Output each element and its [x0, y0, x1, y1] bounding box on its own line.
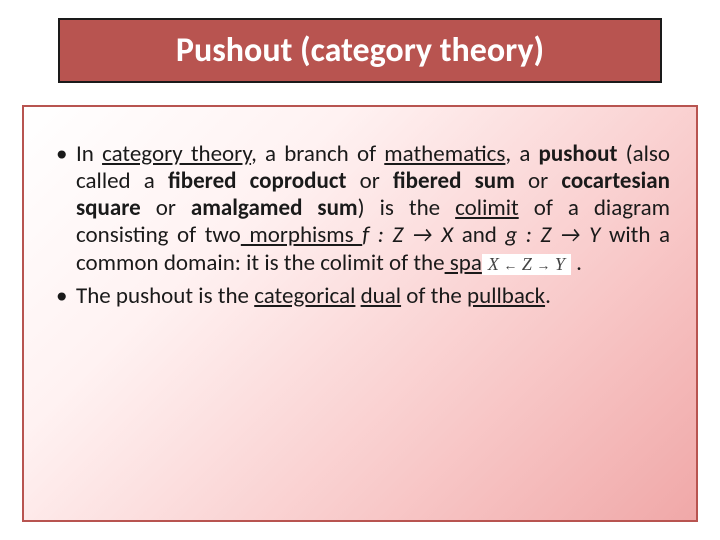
text: and	[462, 221, 506, 249]
math-g-def: g : Z → Y	[505, 221, 609, 249]
slide: Pushout (category theory) In category th…	[0, 0, 720, 540]
text: .	[545, 282, 551, 310]
content-box: In category theory, a branch of mathemat…	[22, 105, 698, 522]
arrow-right-icon: →	[536, 259, 550, 274]
term-fibered-coproduct: fibered coproduct	[168, 167, 346, 195]
math-z: Z	[522, 254, 532, 274]
text: or	[141, 194, 191, 222]
math-span-diagram: X ← Z → Y	[482, 254, 571, 276]
link-mathematics[interactable]: mathematics	[384, 140, 505, 168]
slide-title: Pushout (category theory)	[84, 30, 636, 71]
term-pushout: pushout	[539, 140, 618, 168]
link-dual[interactable]: dual	[361, 282, 401, 310]
text: , a branch of	[251, 140, 384, 168]
link-categorical[interactable]: categorical	[254, 282, 355, 310]
text: The pushout is the	[76, 282, 254, 310]
math-y: Y	[555, 254, 565, 274]
link-colimit[interactable]: colimit	[455, 194, 519, 222]
text: .	[571, 249, 582, 277]
text: In	[76, 140, 102, 168]
bullet-item-2: The pushout is the categorical dual of t…	[50, 283, 670, 310]
text: or	[346, 167, 392, 195]
text: ) is the	[358, 194, 455, 222]
math-f-def: f : Z → X	[362, 221, 461, 249]
text: of the	[401, 282, 467, 310]
title-box: Pushout (category theory)	[58, 18, 662, 83]
text: , a	[505, 140, 538, 168]
math-x: X	[488, 254, 499, 274]
bullet-item-1: In category theory, a branch of mathemat…	[50, 141, 670, 277]
term-fibered-sum: fibered sum	[393, 167, 515, 195]
term-amalgamed-sum: amalgamed sum	[191, 194, 358, 222]
link-span[interactable]: spa	[445, 249, 482, 277]
arrow-left-icon: ←	[503, 259, 517, 274]
text: or	[515, 167, 561, 195]
link-morphisms[interactable]: morphisms	[241, 221, 362, 249]
link-pullback[interactable]: pullback	[467, 282, 545, 310]
link-category-theory[interactable]: category theory	[102, 140, 251, 168]
bullet-list: In category theory, a branch of mathemat…	[50, 141, 670, 310]
